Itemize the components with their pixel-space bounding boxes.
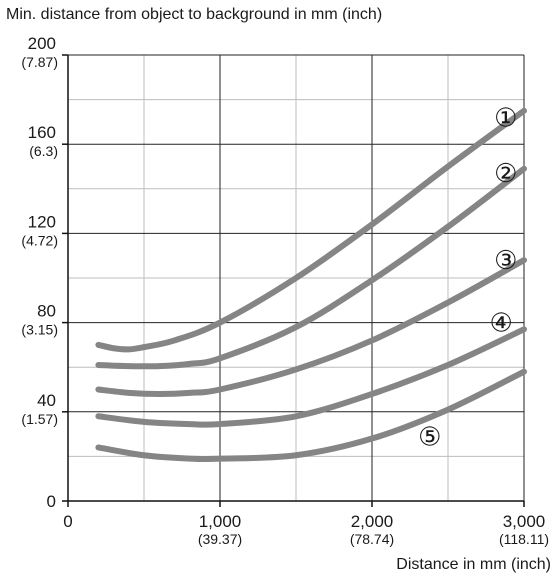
x-tick-label: 3,000 [503,512,546,531]
series-line-3 [95,257,527,397]
series-marker-1: ① [494,102,517,132]
series-line-1 [95,107,527,353]
axes [62,54,525,507]
series-marker-5: ⑤ [418,421,441,451]
x-tick-label: 0 [63,512,72,531]
series-marker-3: ③ [494,245,517,275]
curve-markers: ① ② ③ ④ ⑤ [418,102,517,451]
series-line-5 [95,368,527,463]
y-tick-label: 120 [28,212,56,231]
series-line-2 [95,165,527,370]
y-tick-label: 200 [28,34,56,53]
x-tick-sublabel: (118.11) [499,531,549,547]
x-tick-label: 2,000 [351,512,394,531]
series-marker-2: ② [494,158,517,188]
x-axis-label: Distance in mm (inch) [396,556,551,573]
y-tick-label: 160 [28,123,56,142]
series-group [95,107,527,463]
y-tick-sublabel: (1.57) [21,411,58,427]
y-tick-label: 80 [37,302,56,321]
y-tick-sublabel: (4.72) [21,232,58,248]
tick-labels: 0 40(1.57) 80(3.15) 120(4.72) 160(6.3) 200(7.… [21,34,549,547]
y-tick-sublabel: (7.87) [21,54,58,70]
series-marker-4: ④ [490,308,513,338]
y-axis-label: Min. distance from object to background … [6,6,383,23]
y-tick-label: 40 [37,391,56,410]
y-tick-sublabel: (6.3) [29,143,58,159]
y-tick-label: 0 [47,492,56,511]
x-tick-label: 1,000 [199,512,242,531]
x-tick-sublabel: (78.74) [350,531,394,547]
x-tick-sublabel: (39.37) [198,531,242,547]
series-line-4 [95,326,527,428]
y-tick-sublabel: (3.15) [21,322,58,338]
